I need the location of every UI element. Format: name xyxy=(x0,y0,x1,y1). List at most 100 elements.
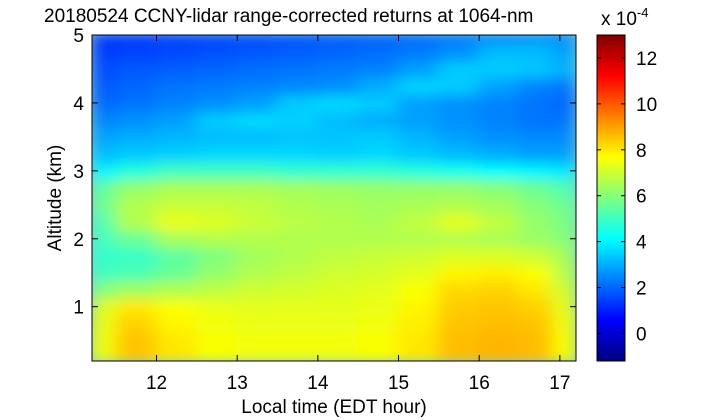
heatmap-cell xyxy=(518,161,555,181)
colorbar-gradient xyxy=(596,34,626,362)
heatmap-cell xyxy=(316,314,360,334)
heatmap-cell xyxy=(92,93,118,113)
heatmap-cell xyxy=(518,297,555,317)
heatmap-cell xyxy=(552,297,576,317)
heatmap-cell xyxy=(357,297,400,317)
heatmap-cell xyxy=(518,212,555,232)
heatmap-cell xyxy=(195,195,239,215)
heatmap-cell xyxy=(92,246,118,266)
heatmap-cell xyxy=(276,161,319,181)
heatmap-cell xyxy=(437,144,481,164)
heatmap-cell xyxy=(397,195,440,215)
heatmap-cell xyxy=(115,42,158,62)
heatmap-cell xyxy=(195,178,239,198)
heatmap-cell xyxy=(155,144,198,164)
heatmap-cell xyxy=(397,314,440,334)
heatmap-cell xyxy=(155,59,198,79)
heatmap-cell xyxy=(276,144,319,164)
heatmap-cell xyxy=(357,35,400,45)
heatmap-cell xyxy=(357,161,400,181)
heatmap-cell xyxy=(478,144,521,164)
heatmap-cell xyxy=(155,110,198,130)
heatmap-cell xyxy=(437,263,481,283)
heatmap-cell xyxy=(195,314,239,334)
heatmap-cell xyxy=(276,127,319,147)
heatmap-cell xyxy=(92,144,118,164)
heatmap-cell xyxy=(357,246,400,266)
heatmap-cell xyxy=(478,42,521,62)
heatmap-cell xyxy=(518,93,555,113)
heatmap-cell xyxy=(518,314,555,334)
heatmap-cell xyxy=(276,59,319,79)
heatmap-cell xyxy=(92,42,118,62)
heatmap-cell xyxy=(397,35,440,45)
heatmap-cell xyxy=(518,76,555,96)
heatmap-cell xyxy=(316,212,360,232)
heatmap-cell xyxy=(518,280,555,300)
heatmap-cell xyxy=(518,195,555,215)
heatmap-cell xyxy=(316,59,360,79)
heatmap-cell xyxy=(552,263,576,283)
heatmap-cell xyxy=(518,178,555,198)
heatmap-cell xyxy=(357,110,400,130)
heatmap-cell xyxy=(437,76,481,96)
colorbar-multiplier: x 10-4 xyxy=(601,5,648,30)
heatmap-cell xyxy=(92,229,118,249)
heatmap-cell xyxy=(316,263,360,283)
heatmap-cell xyxy=(437,93,481,113)
heatmap-cell xyxy=(115,35,158,45)
heatmap-cell xyxy=(276,178,319,198)
heatmap-cell xyxy=(478,229,521,249)
heatmap-cell xyxy=(115,280,158,300)
heatmap-cell xyxy=(357,76,400,96)
heatmap-cell xyxy=(437,212,481,232)
heatmap-cell xyxy=(552,161,576,181)
heatmap-cell xyxy=(552,76,576,96)
heatmap-cell xyxy=(518,263,555,283)
heatmap-cell xyxy=(478,297,521,317)
heatmap-cell xyxy=(195,42,239,62)
heatmap-cell xyxy=(92,59,118,79)
y-tick-label: 4 xyxy=(73,94,84,115)
heatmap-cell xyxy=(276,76,319,96)
heatmap-cell xyxy=(155,93,198,113)
heatmap-cell xyxy=(437,161,481,181)
y-tick-label: 3 xyxy=(73,162,84,183)
heatmap-cell xyxy=(397,93,440,113)
heatmap-cell xyxy=(316,110,360,130)
heatmap-cell xyxy=(115,178,158,198)
heatmap-cell xyxy=(115,246,158,266)
heatmap-cell xyxy=(478,195,521,215)
heatmap-cell xyxy=(397,76,440,96)
heatmap-cell xyxy=(357,42,400,62)
heatmap-cell xyxy=(236,42,279,62)
heatmap-cell xyxy=(437,331,481,351)
heatmap-cell xyxy=(357,178,400,198)
heatmap-cell xyxy=(478,246,521,266)
colorbar-tick-label: 0 xyxy=(636,324,647,345)
heatmap-cell xyxy=(552,110,576,130)
x-axis-title: Local time (EDT hour) xyxy=(241,397,427,418)
heatmap-cell xyxy=(115,263,158,283)
heatmap-cell xyxy=(357,229,400,249)
heatmap-cell xyxy=(236,297,279,317)
heatmap-cell xyxy=(552,42,576,62)
heatmap-cell xyxy=(357,93,400,113)
heatmap-cell xyxy=(357,280,400,300)
heatmap-cell xyxy=(195,59,239,79)
heatmap-cell xyxy=(552,178,576,198)
heatmap-cell xyxy=(552,59,576,79)
heatmap-cell xyxy=(115,229,158,249)
heatmap-cell xyxy=(276,35,319,45)
heatmap-cell xyxy=(552,229,576,249)
y-tick-label: 5 xyxy=(73,26,84,47)
heatmap-cell xyxy=(552,93,576,113)
heatmap-cell xyxy=(155,229,198,249)
heatmap-cell xyxy=(316,127,360,147)
heatmap-cell xyxy=(155,297,198,317)
heatmap-cell xyxy=(115,331,158,351)
heatmap-cell xyxy=(518,229,555,249)
heatmap-cell xyxy=(437,280,481,300)
heatmap-cell xyxy=(437,42,481,62)
heatmap-cell xyxy=(437,178,481,198)
